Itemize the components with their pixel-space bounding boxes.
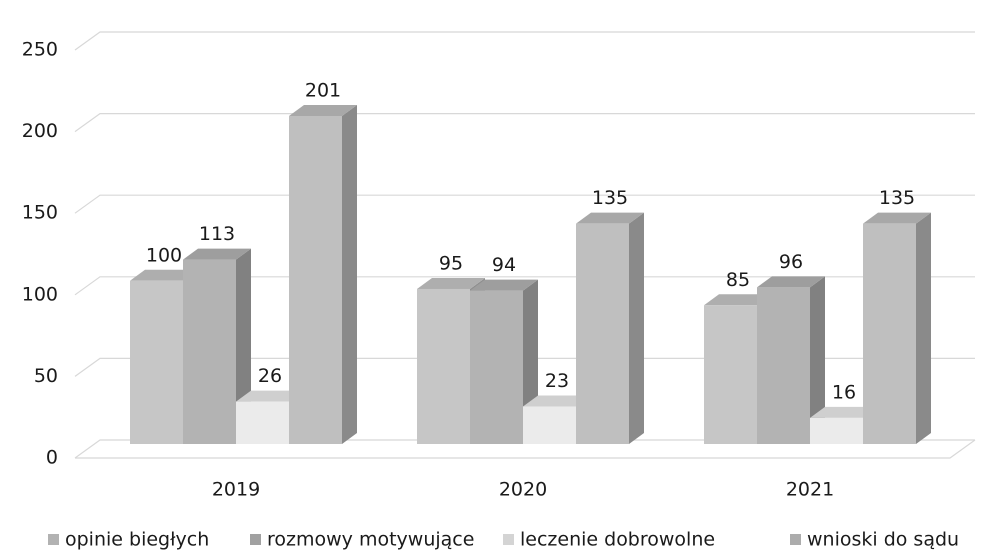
grid-line bbox=[74, 357, 975, 377]
bar-top bbox=[183, 248, 251, 260]
bar-side bbox=[342, 104, 357, 444]
bar-top bbox=[704, 294, 772, 306]
bar-top bbox=[417, 277, 485, 289]
data-label: 94 bbox=[492, 254, 516, 276]
bar-front bbox=[863, 223, 916, 444]
bar-side bbox=[629, 212, 644, 444]
data-label: 26 bbox=[258, 365, 282, 387]
bar bbox=[576, 212, 644, 444]
y-tick-label: 0 bbox=[46, 447, 58, 469]
bar-side bbox=[916, 212, 931, 444]
legend-swatch bbox=[790, 534, 801, 545]
bar-front bbox=[289, 115, 342, 444]
bar-front bbox=[523, 406, 576, 444]
bar-front bbox=[183, 259, 236, 444]
legend-label: rozmowy motywujące bbox=[267, 529, 474, 551]
grid-line bbox=[74, 194, 975, 214]
grid-line bbox=[74, 31, 975, 51]
data-label: 201 bbox=[305, 79, 341, 101]
legend-label: leczenie dobrowolne bbox=[520, 529, 715, 551]
data-label: 96 bbox=[779, 251, 803, 273]
y-tick-label: 200 bbox=[22, 120, 58, 142]
grid-line bbox=[74, 113, 975, 133]
legend-label: opinie biegłych bbox=[65, 529, 209, 551]
bar bbox=[183, 248, 251, 444]
bar bbox=[289, 104, 357, 444]
legend-swatch bbox=[250, 534, 261, 545]
y-tick-label: 50 bbox=[34, 365, 58, 387]
bar-top bbox=[757, 276, 825, 288]
data-label: 95 bbox=[439, 252, 463, 274]
legend-swatch bbox=[503, 534, 514, 545]
data-label: 85 bbox=[726, 269, 750, 291]
bar-front bbox=[417, 288, 470, 444]
bar-top bbox=[470, 279, 538, 291]
grid-line bbox=[74, 439, 975, 459]
bar-front bbox=[704, 305, 757, 444]
data-label: 100 bbox=[146, 244, 182, 266]
bar-front bbox=[810, 417, 863, 444]
data-label: 135 bbox=[879, 187, 915, 209]
bar-front bbox=[130, 280, 183, 444]
bar-front bbox=[470, 290, 523, 444]
grid-line bbox=[74, 276, 975, 296]
bar-side bbox=[810, 276, 825, 444]
bar-top bbox=[130, 269, 198, 281]
floor bbox=[75, 439, 976, 459]
bar-top bbox=[810, 406, 878, 418]
bar-front bbox=[576, 223, 629, 444]
bar-top bbox=[289, 104, 357, 116]
data-label: 23 bbox=[545, 370, 569, 392]
bar-top bbox=[236, 390, 304, 402]
data-label: 135 bbox=[592, 187, 628, 209]
bar bbox=[757, 276, 825, 444]
legend-swatch bbox=[48, 534, 59, 545]
data-label: 16 bbox=[832, 381, 856, 403]
bar-top bbox=[576, 212, 644, 224]
x-tick-label: 2021 bbox=[786, 479, 834, 501]
bar bbox=[863, 212, 931, 444]
y-tick-label: 250 bbox=[22, 39, 58, 61]
bar-top bbox=[863, 212, 931, 224]
x-tick-label: 2019 bbox=[212, 479, 260, 501]
y-tick-label: 150 bbox=[22, 202, 58, 224]
legend-label: wnioski do sądu bbox=[807, 529, 959, 551]
bar-front bbox=[236, 401, 289, 444]
bar-front bbox=[757, 287, 810, 444]
data-label: 113 bbox=[199, 223, 235, 245]
y-tick-label: 100 bbox=[22, 283, 58, 305]
x-tick-label: 2020 bbox=[499, 479, 547, 501]
bar-top bbox=[523, 395, 591, 407]
